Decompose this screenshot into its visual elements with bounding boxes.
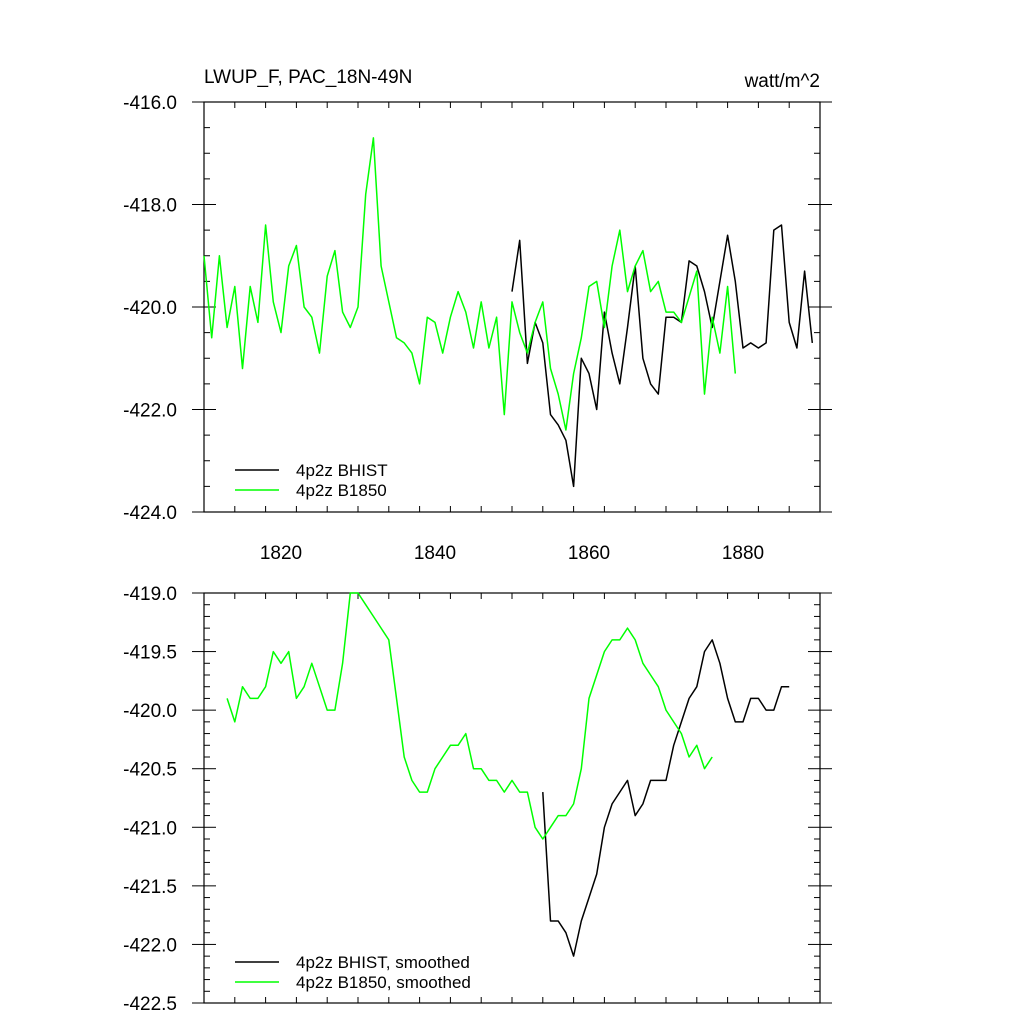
y-tick-label: -419.0 bbox=[123, 584, 177, 605]
y-tick-label: -421.5 bbox=[123, 877, 177, 898]
series-line bbox=[511, 224, 814, 488]
y-tick-label: -416.0 bbox=[123, 93, 177, 114]
legend-label: 4p2z BHIST bbox=[296, 461, 388, 480]
chart-units: watt/m^2 bbox=[744, 71, 820, 92]
legend-label: 4p2z BHIST, smoothed bbox=[296, 953, 470, 972]
y-tick-label: -420.0 bbox=[123, 701, 177, 722]
y-tick-label: -422.5 bbox=[123, 994, 177, 1015]
bottom-panel-smoothed: -422.5 -422.0 -421.5 -421.0 -420.5 -420.0 -419… bbox=[123, 584, 832, 1015]
y-tick-label: -421.0 bbox=[123, 818, 177, 839]
y-tick-label: -419.5 bbox=[123, 643, 177, 664]
legend-label: 4p2z B1850 bbox=[296, 481, 387, 500]
series-line bbox=[226, 592, 713, 840]
y-tick-label: -422.0 bbox=[123, 401, 177, 422]
x-tick-label: 1820 bbox=[260, 543, 302, 564]
y-tick-label: -422.0 bbox=[123, 935, 177, 956]
x-tick-label: 1840 bbox=[414, 543, 456, 564]
chart-title: LWUP_F, PAC_18N-49N bbox=[204, 67, 412, 88]
x-tick-label: 1860 bbox=[568, 543, 610, 564]
legend-label: 4p2z B1850, smoothed bbox=[296, 973, 471, 992]
plot-frame bbox=[203, 592, 821, 1004]
y-tick-label: -420.0 bbox=[123, 298, 177, 319]
top-panel-raw: 1820 1840 1860 1880 -424.0 -422.0 -420.0 -418.0… bbox=[123, 93, 832, 564]
y-tick-label: -418.0 bbox=[123, 196, 177, 217]
series-line bbox=[203, 137, 737, 431]
x-tick-label: 1880 bbox=[722, 543, 764, 564]
y-tick-label: -420.5 bbox=[123, 760, 177, 781]
y-tick-label: -424.0 bbox=[123, 503, 177, 524]
series-line bbox=[542, 639, 790, 957]
